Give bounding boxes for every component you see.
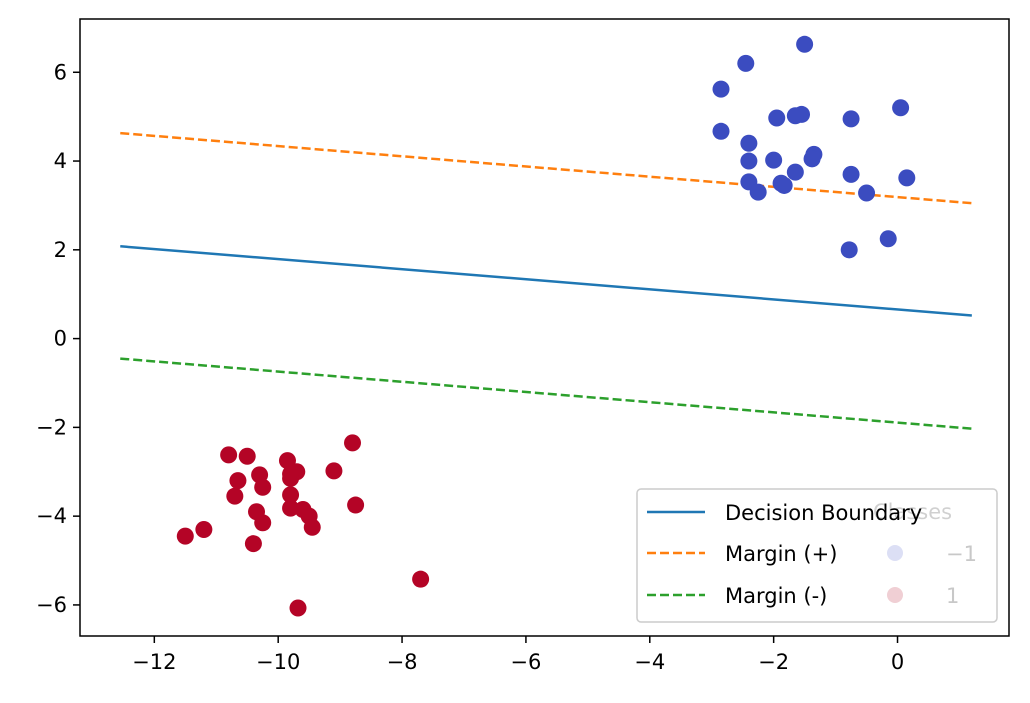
scatter-point-class-neg-21 bbox=[858, 184, 876, 202]
scatter-point-class-neg-6 bbox=[768, 109, 786, 127]
scatter-point-class-pos-2 bbox=[238, 447, 256, 465]
scatter-point-class-neg-19 bbox=[775, 176, 793, 194]
x-tick-label: −12 bbox=[132, 650, 176, 674]
scatter-point-class-pos-1 bbox=[220, 446, 238, 464]
legend: Classes −1 1 Decision Boundary Margin (+… bbox=[636, 488, 998, 623]
y-axis: −6 −4 −2 0 2 4 6 bbox=[36, 60, 80, 617]
scatter-point-class-neg-8 bbox=[712, 122, 730, 140]
y-tick-label: −4 bbox=[36, 504, 67, 528]
scatter-point-class-pos-21 bbox=[176, 527, 194, 545]
scatter-point-class-pos-13 bbox=[347, 496, 365, 514]
scatter-point-class-neg-1 bbox=[796, 35, 814, 53]
legend-class-title: Classes bbox=[873, 500, 952, 524]
scatter-point-class-pos-8 bbox=[282, 469, 300, 487]
x-tick-label: −4 bbox=[634, 650, 665, 674]
scatter-point-class-neg-13 bbox=[765, 151, 783, 169]
x-axis: −12 −10 −8 −6 −4 −2 0 bbox=[132, 636, 904, 674]
scatter-point-class-neg-9 bbox=[740, 134, 758, 152]
scatter-point-class-pos-11 bbox=[226, 487, 244, 505]
scatter-point-class-neg-20 bbox=[749, 183, 767, 201]
scatter-point-class-pos-23 bbox=[412, 570, 430, 588]
x-tick-label: −10 bbox=[256, 650, 300, 674]
legend-class-label-neg: −1 bbox=[946, 542, 977, 566]
legend-class-label-pos: 1 bbox=[946, 584, 959, 608]
y-tick-label: 0 bbox=[54, 327, 67, 351]
scatter-point-class-neg-14 bbox=[786, 163, 804, 181]
scatter-point-class-pos-20 bbox=[195, 520, 213, 538]
scatter-point-class-pos-10 bbox=[254, 478, 272, 496]
scatter-point-class-neg-12 bbox=[740, 152, 758, 170]
y-tick-label: −2 bbox=[36, 415, 67, 439]
scatter-point-class-neg-3 bbox=[892, 99, 910, 117]
scatter-point-class-pos-3 bbox=[278, 452, 296, 470]
legend-margin-minus-label: Margin (-) bbox=[725, 584, 827, 608]
scatter-point-class-neg-7 bbox=[842, 110, 860, 128]
scatter-point-class-neg-5 bbox=[786, 107, 804, 125]
series-line-decision-boundary bbox=[120, 245, 972, 317]
scatter-point-class-neg-2 bbox=[712, 80, 730, 98]
scatter-point-class-neg-16 bbox=[898, 169, 916, 187]
x-tick-label: −8 bbox=[387, 650, 418, 674]
plot-frame bbox=[79, 18, 1010, 637]
scatter-point-class-pos-0 bbox=[344, 434, 362, 452]
y-tick-label: −6 bbox=[36, 593, 67, 617]
y-tick-label: 4 bbox=[54, 149, 67, 173]
y-tick-label: 6 bbox=[54, 60, 67, 84]
scatter-point-class-pos-18 bbox=[254, 514, 272, 532]
points-layer bbox=[176, 35, 916, 617]
scatter-point-class-pos-4 bbox=[325, 462, 343, 480]
scatter-point-class-neg-0 bbox=[737, 54, 755, 72]
legend-decision-label: Decision Boundary bbox=[725, 501, 922, 525]
scatter-point-class-pos-22 bbox=[244, 535, 262, 553]
legend-class-marker-neg bbox=[887, 545, 903, 561]
y-tick-label: 2 bbox=[54, 238, 67, 262]
scatter-point-class-neg-22 bbox=[879, 230, 897, 248]
lines-layer bbox=[120, 131, 972, 430]
scatter-point-class-pos-24 bbox=[289, 599, 307, 617]
x-tick-label: −2 bbox=[758, 650, 789, 674]
x-tick-label: 0 bbox=[891, 650, 904, 674]
legend-frame bbox=[636, 488, 998, 623]
legend-margin-plus-label: Margin (+) bbox=[725, 542, 837, 566]
scatter-point-class-pos-9 bbox=[229, 472, 247, 490]
scatter-point-class-pos-14 bbox=[282, 499, 300, 517]
x-tick-label: −6 bbox=[510, 650, 541, 674]
scatter-point-class-neg-15 bbox=[842, 165, 860, 183]
scatter-point-class-neg-23 bbox=[840, 241, 858, 259]
scatter-point-class-pos-12 bbox=[282, 486, 300, 504]
scatter-point-class-pos-19 bbox=[303, 518, 321, 536]
scatter-point-class-neg-11 bbox=[803, 150, 821, 168]
legend-class-marker-pos bbox=[887, 587, 903, 603]
